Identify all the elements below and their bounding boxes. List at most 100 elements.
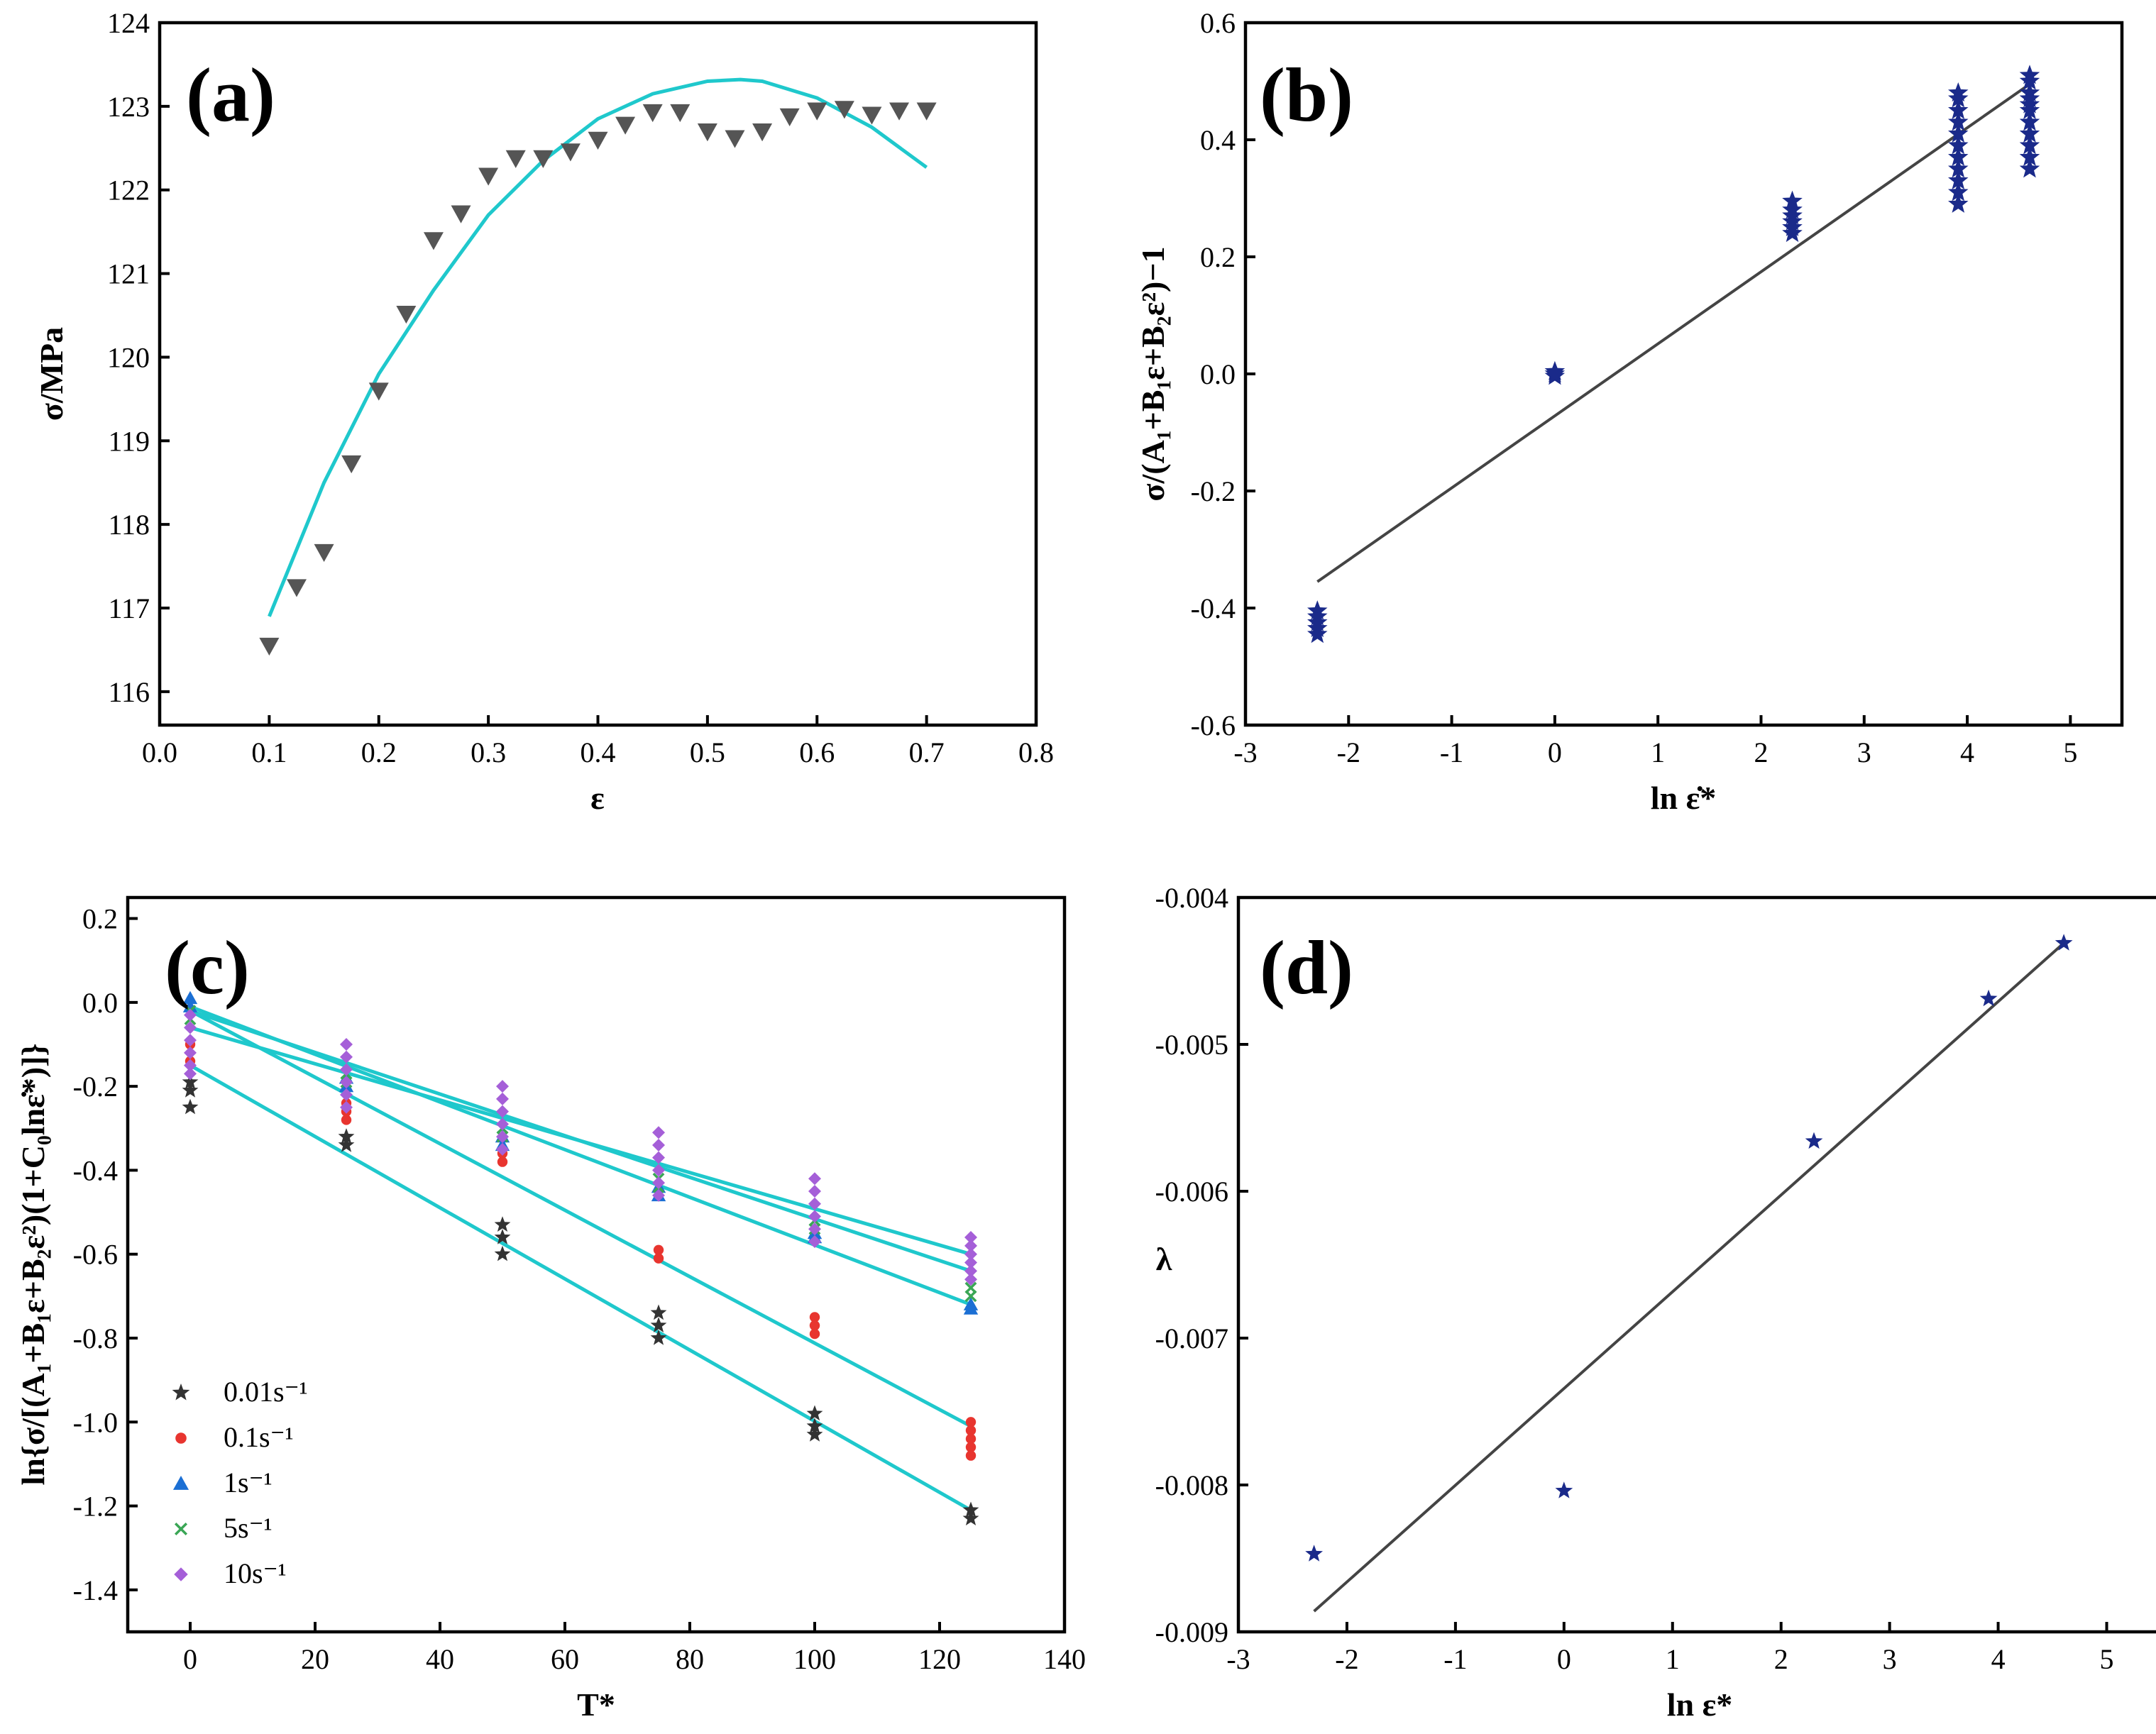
data-point [962,1510,979,1525]
y-tick-label: -0.8 [73,1322,118,1354]
y-tick-label: 0.6 [1200,7,1236,39]
y-tick-label: -0.008 [1155,1469,1228,1501]
panel-b-label: (b) [1260,53,1353,138]
data-point [652,1138,665,1152]
y-tick-label: 119 [108,425,150,457]
data-point [2019,88,2040,108]
data-point [560,143,581,162]
data-point [1555,1481,1573,1498]
data-point [533,150,554,168]
panel-a-fit-curve [268,77,928,617]
panel-a-data-points [259,101,937,656]
x-tick-label: 60 [551,1643,579,1675]
data-point [1948,170,1969,189]
panel-b-ylabel: σ/(A₁+B₁ε+B₂ε²)−1 [1135,246,1171,501]
data-point [286,579,307,597]
panel-d: -3 -2 -1 0 1 2 3 4 5 -0.009 -0.008 -0.007 -0.006 -0.0… [1155,882,2156,1723]
x-tick-label: 3 [1883,1643,1897,1675]
data-point [184,1034,197,1047]
legend-entry: 0.1s⁻¹ [224,1421,294,1453]
panel-d-axes: -3 -2 -1 0 1 2 3 4 5 -0.009 -0.008 -0.007 -0.006 -0.0… [1155,882,2114,1675]
data-point [184,1059,197,1072]
data-point [1948,88,1969,108]
data-point [496,1080,509,1093]
data-point [588,131,608,150]
data-point [2019,65,2040,84]
data-point [423,232,444,250]
data-point [653,1253,664,1264]
data-point [965,1417,977,1427]
data-point [368,382,389,401]
data-point [2019,158,2040,178]
legend-marker [175,1432,187,1444]
data-point [340,1100,353,1114]
data-point [451,205,471,223]
data-point [1948,182,1969,201]
x-tick-label: 1 [1666,1643,1680,1675]
panel-a-ylabel: σ/MPa [33,327,70,421]
x-tick-label: 0 [1557,1643,1571,1675]
data-point [809,1328,820,1340]
data-point [314,543,334,563]
data-point [1782,223,1803,243]
y-tick-label: -0.004 [1155,882,1228,914]
x-tick-label: 0.8 [1018,736,1054,768]
data-point [615,116,636,135]
data-point [964,1256,977,1269]
panel-d-plot-frame [1236,895,2156,1634]
panel-d-ylabel: λ [1156,1241,1172,1277]
y-tick-label: 0.2 [1200,241,1236,273]
x-tick-label: 0.2 [361,736,397,768]
x-tick-label: 2 [1754,736,1768,768]
data-point [806,1426,823,1442]
x-tick-label: 0.5 [690,736,725,768]
y-tick-label: 0.2 [82,903,118,935]
data-point [340,1063,353,1076]
panel-d-label: (d) [1260,926,1353,1010]
data-point [652,1188,665,1202]
data-point [478,167,499,186]
x-tick-label: -1 [1443,1643,1467,1675]
data-point [184,1008,197,1022]
data-point [2019,70,2040,90]
data-point [496,1142,509,1156]
data-point [494,1229,511,1244]
data-point [964,1264,977,1278]
y-tick-label: 0.0 [1200,358,1236,390]
data-point [2019,135,2040,155]
y-tick-label: -0.2 [1191,475,1236,507]
data-point [650,1317,667,1332]
panel-c-xlabel: T* [577,1686,615,1723]
x-tick-label: 0.7 [909,736,945,768]
data-point [494,1245,511,1261]
data-point [1305,1545,1323,1562]
data-point [889,102,910,121]
panel-a-xlabel: ε [590,780,605,816]
data-point [341,455,362,474]
legend-marker [172,1475,189,1490]
x-tick-label: -3 [1226,1643,1250,1675]
data-point [1782,205,1803,225]
data-point [184,1046,197,1059]
legend-marker [174,1522,188,1536]
y-tick-label: 117 [108,592,150,624]
data-point [338,1128,355,1144]
y-tick-label: -0.006 [1155,1176,1228,1208]
x-tick-label: 1 [1651,736,1665,768]
panel-b-fit-line [1316,82,2031,583]
y-tick-label: 122 [107,175,150,206]
data-point [697,123,717,142]
data-point [807,102,827,121]
y-tick-label: -0.2 [73,1071,118,1103]
x-tick-label: 20 [301,1643,329,1675]
data-point [2019,94,2040,114]
panel-c-data-points [182,990,979,1525]
data-point [496,1117,509,1131]
data-point [1948,158,1969,178]
data-point [494,1216,511,1232]
data-point [497,1156,508,1167]
panel-c-ylabel: ln{σ/[(A₁+B₁ε+B₂ε²)(1+C₀lnε̇*)]} [15,1043,51,1485]
data-point [1948,146,1969,166]
data-point [965,1442,977,1452]
